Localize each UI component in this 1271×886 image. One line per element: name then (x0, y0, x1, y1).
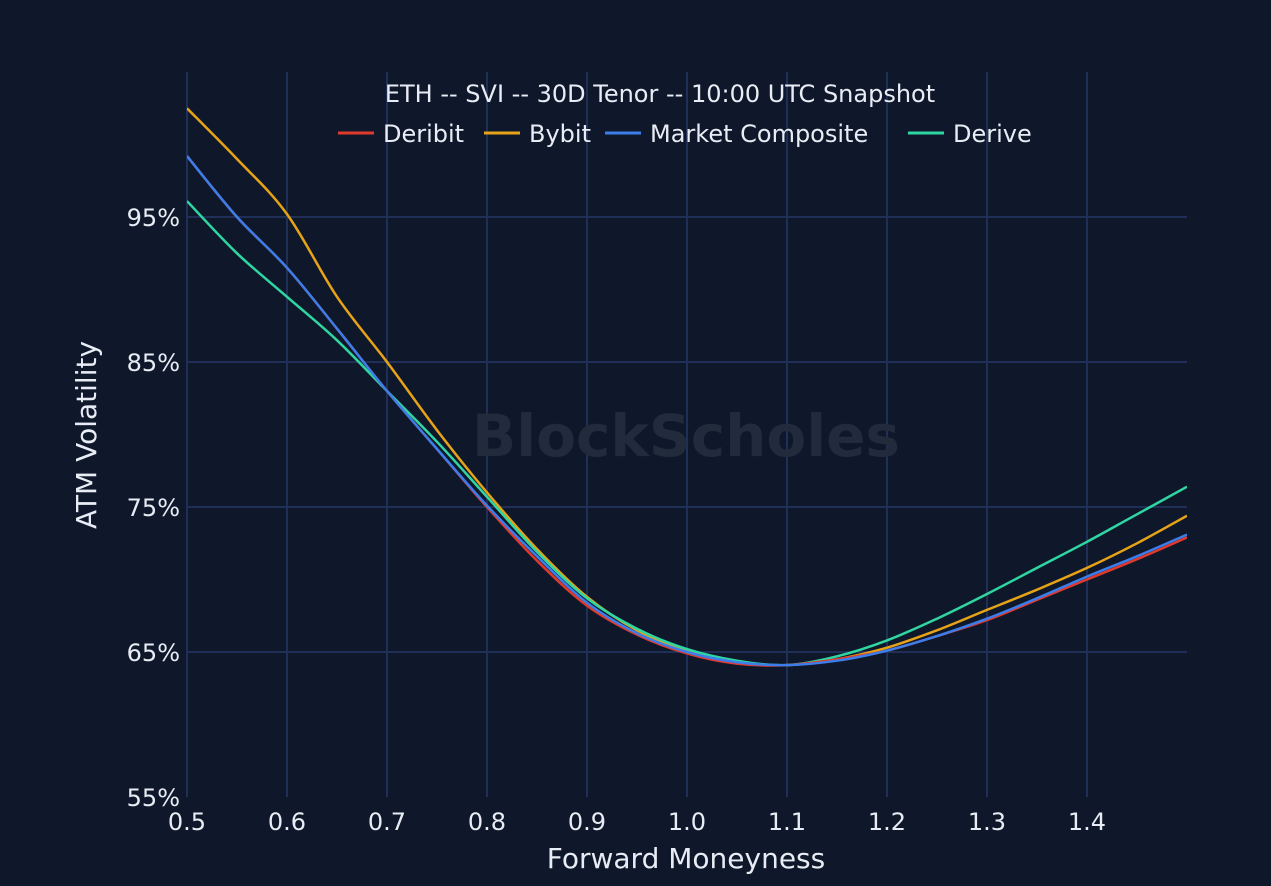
x-tick-label: 1.3 (968, 808, 1006, 836)
y-tick-label: 55% (127, 784, 180, 812)
x-axis-title: Forward Moneyness (547, 842, 825, 875)
x-tick-label: 0.7 (368, 808, 406, 836)
x-tick-label: 1.4 (1068, 808, 1106, 836)
x-tick-label: 0.5 (168, 808, 206, 836)
x-tick-label: 0.8 (468, 808, 506, 836)
y-axis-title: ATM Volatility (70, 341, 103, 529)
x-tick-label: 1.0 (668, 808, 706, 836)
legend: Deribit Bybit Market Composite Derive (338, 120, 1032, 148)
y-tick-label: 65% (127, 639, 180, 667)
y-tick-label: 85% (127, 349, 180, 377)
y-tick-label: 95% (127, 204, 180, 232)
series-lines (187, 107, 1187, 667)
x-tick-label: 0.9 (568, 808, 606, 836)
y-axis-ticks: 55% 65% 75% 85% 95% (127, 204, 180, 812)
legend-label: Market Composite (650, 120, 868, 148)
y-tick-label: 75% (127, 494, 180, 522)
x-tick-label: 1.1 (768, 808, 806, 836)
chart-title: ETH -- SVI -- 30D Tenor -- 10:00 UTC Sna… (385, 80, 935, 108)
series-line-bybit (187, 107, 1187, 667)
legend-label: Deribit (383, 120, 464, 148)
x-axis-ticks: 0.5 0.6 0.7 0.8 0.9 1.0 1.1 1.2 1.3 1.4 (168, 808, 1106, 836)
x-tick-label: 1.2 (868, 808, 906, 836)
x-tick-label: 0.6 (268, 808, 306, 836)
legend-label: Bybit (529, 120, 591, 148)
series-line-derive (187, 200, 1187, 667)
series-line-market-composite (187, 155, 1187, 667)
legend-label: Derive (953, 120, 1032, 148)
watermark: BlockScholes (472, 402, 900, 470)
